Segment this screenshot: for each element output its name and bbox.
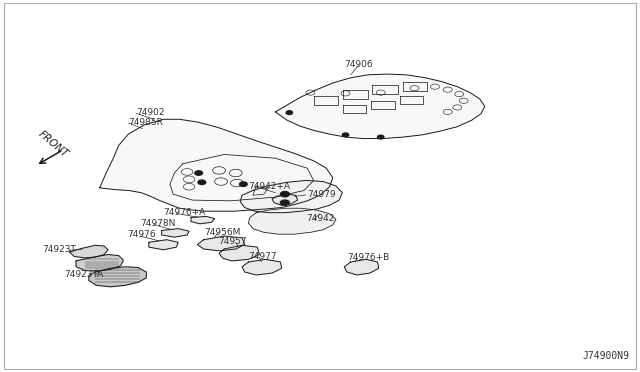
Text: 74956M: 74956M xyxy=(204,228,240,237)
Polygon shape xyxy=(240,180,342,213)
Polygon shape xyxy=(275,74,484,138)
Polygon shape xyxy=(162,229,189,237)
Text: 74979: 74979 xyxy=(307,190,336,199)
Text: 74902: 74902 xyxy=(136,108,164,117)
Circle shape xyxy=(280,200,289,205)
Text: FRONT: FRONT xyxy=(36,129,70,160)
Text: 74906: 74906 xyxy=(344,60,372,69)
Text: 74976: 74976 xyxy=(127,230,156,240)
Text: 74942: 74942 xyxy=(306,214,334,223)
Polygon shape xyxy=(89,267,147,287)
Polygon shape xyxy=(100,119,333,211)
Text: 74923T: 74923T xyxy=(42,245,76,254)
Polygon shape xyxy=(344,259,379,275)
Polygon shape xyxy=(219,245,259,261)
Polygon shape xyxy=(197,236,244,251)
Polygon shape xyxy=(272,194,298,205)
Text: 74977: 74977 xyxy=(248,252,277,261)
Circle shape xyxy=(198,180,205,185)
Text: 74942+A: 74942+A xyxy=(248,182,291,191)
Text: 74978N: 74978N xyxy=(140,219,175,228)
Polygon shape xyxy=(149,240,178,250)
Circle shape xyxy=(378,135,384,139)
Text: 74976+B: 74976+B xyxy=(347,253,389,262)
Circle shape xyxy=(342,133,349,137)
Polygon shape xyxy=(242,259,282,275)
Polygon shape xyxy=(70,245,108,258)
Text: 74957: 74957 xyxy=(218,237,246,246)
Circle shape xyxy=(280,192,289,197)
Text: J74900N9: J74900N9 xyxy=(583,351,630,361)
Polygon shape xyxy=(76,254,124,271)
Polygon shape xyxy=(248,208,336,234)
Text: 74985R: 74985R xyxy=(129,118,163,127)
Circle shape xyxy=(195,171,202,175)
Circle shape xyxy=(239,182,247,186)
Text: 74976+A: 74976+A xyxy=(164,208,206,217)
Polygon shape xyxy=(191,217,214,224)
Circle shape xyxy=(286,111,292,115)
Text: 74923TA: 74923TA xyxy=(65,270,104,279)
